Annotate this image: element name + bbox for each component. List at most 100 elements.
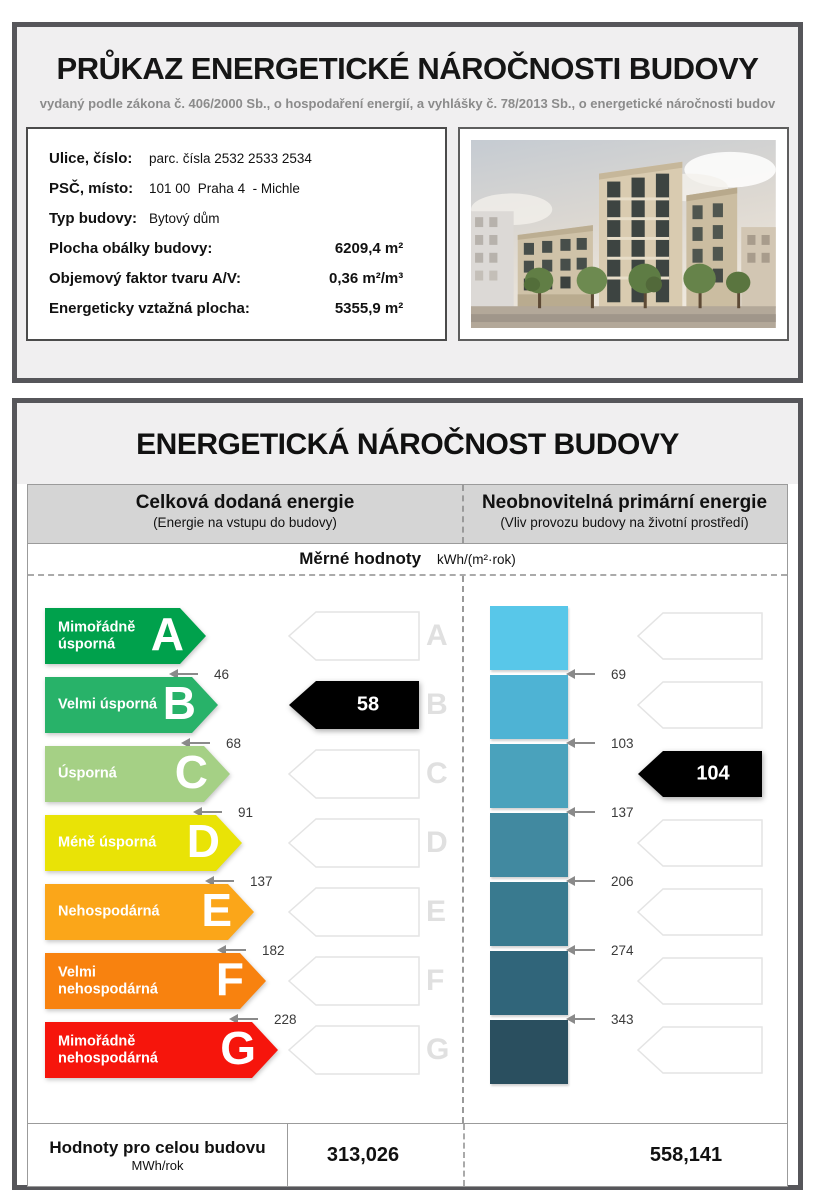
threshold-marker: 206 xyxy=(566,873,634,889)
scale-letter-E: E xyxy=(426,895,447,928)
threshold-value: 91 xyxy=(238,804,254,820)
threshold-marker: 343 xyxy=(566,1011,634,1027)
empty-slot xyxy=(288,749,420,799)
info-value: 5355,9 m² xyxy=(334,300,404,317)
threshold-value: 206 xyxy=(611,873,634,889)
column-header-delivered: Celková dodaná energie (Energie na vstup… xyxy=(135,492,355,530)
scale-letter-D: D xyxy=(426,826,448,859)
energy-class-arrow-D: Méně úsporná D xyxy=(45,815,242,871)
empty-slot xyxy=(637,1026,763,1074)
threshold-value: 68 xyxy=(226,735,242,751)
info-row: PSČ, místo: 101 00 Praha 4 - Michle xyxy=(49,180,433,197)
class-label: Velmi nehospodárná xyxy=(58,964,158,997)
left-arrow-icon xyxy=(566,738,595,748)
info-row: Energeticky vztažná plocha: 5355,9 m² xyxy=(49,300,433,317)
threshold-value: 69 xyxy=(611,666,627,682)
info-row: Objemový faktor tvaru A/V: 0,36 m²/m³ xyxy=(49,270,433,287)
column-divider xyxy=(462,485,464,543)
empty-slot xyxy=(288,1025,420,1075)
threshold-marker: 182 xyxy=(217,942,285,958)
primary-scale-square-F xyxy=(490,951,568,1015)
threshold-value: 343 xyxy=(611,1011,634,1027)
delivered-energy-value: 58 xyxy=(356,693,380,716)
energy-section-title: ENERGETICKÁ NÁROČNOST BUDOVY xyxy=(17,403,798,484)
primary-scale-square-D xyxy=(490,813,568,877)
primary-scale-square-E xyxy=(490,882,568,946)
empty-slot xyxy=(637,888,763,936)
class-letter: F xyxy=(215,952,244,1005)
threshold-marker: 68 xyxy=(181,735,242,751)
info-row: Typ budovy: Bytový dům xyxy=(49,210,433,227)
empty-slot xyxy=(288,818,420,868)
scale-letter-G: G xyxy=(426,1033,450,1066)
empty-slot xyxy=(637,612,763,660)
units-row: Měrné hodnoty kWh/(m²·rok) xyxy=(28,544,787,576)
scale-letter-C: C xyxy=(426,757,448,790)
totals-row: Hodnoty pro celou budovu MWh/rok 313,026… xyxy=(28,1123,787,1186)
info-label: Typ budovy: xyxy=(49,210,138,227)
class-label: Mimořádně úsporná xyxy=(58,619,136,652)
energy-class-arrow-G: Mimořádně nehospodárná G xyxy=(45,1022,278,1078)
info-row: Ulice, číslo: parc. čísla 2532 2533 2534 xyxy=(49,150,433,167)
class-label: Méně úsporná xyxy=(58,834,157,851)
threshold-value: 228 xyxy=(274,1011,297,1027)
threshold-marker: 274 xyxy=(566,943,634,958)
threshold-marker: 137 xyxy=(566,805,634,820)
threshold-marker: 69 xyxy=(566,666,627,682)
scale-letter-B: B xyxy=(426,688,448,721)
building-photo-frame xyxy=(458,127,789,341)
page-subtitle: vydaný podle zákona č. 406/2000 Sb., o h… xyxy=(39,96,776,111)
info-label: Objemový faktor tvaru A/V: xyxy=(49,270,241,287)
class-label: Mimořádně nehospodárná xyxy=(58,1033,158,1066)
empty-slot xyxy=(637,957,763,1005)
primary-energy-value: 104 xyxy=(696,762,730,785)
totals-label-cell: Hodnoty pro celou budovu MWh/rok xyxy=(28,1124,288,1186)
units-label: Měrné hodnoty xyxy=(299,549,422,568)
left-arrow-icon xyxy=(566,876,595,886)
threshold-value: 182 xyxy=(262,942,285,958)
empty-slot xyxy=(637,681,763,729)
left-arrow-icon xyxy=(566,1014,595,1024)
energy-class-arrow-B: Velmi úsporná B xyxy=(45,677,218,733)
left-arrow-icon xyxy=(229,1014,258,1024)
primary-scale-square-B xyxy=(490,675,568,739)
class-letter: A xyxy=(150,607,184,660)
total-delivered-value: 313,026 xyxy=(326,1143,400,1166)
info-label: Ulice, číslo: xyxy=(49,150,133,167)
info-value: parc. čísla 2532 2533 2534 xyxy=(149,151,312,166)
class-letter: C xyxy=(174,745,208,798)
threshold-marker: 103 xyxy=(566,735,634,751)
left-arrow-icon xyxy=(169,669,198,679)
building-info-table: Ulice, číslo: parc. čísla 2532 2533 2534 P… xyxy=(26,127,448,341)
delivered-energy-indicator: 58 xyxy=(288,680,420,730)
threshold-value: 103 xyxy=(611,735,634,751)
threshold-marker: 91 xyxy=(193,804,254,820)
empty-slot xyxy=(288,887,420,937)
left-arrow-icon xyxy=(566,807,595,817)
total-primary-value: 558,141 xyxy=(463,1124,787,1186)
page-title: PRŮKAZ ENERGETICKÉ NÁROČNOSTI BUDOVY xyxy=(56,51,759,86)
empty-slot xyxy=(288,956,420,1006)
left-arrow-icon xyxy=(205,876,234,886)
energy-class-arrow-E: Nehospodárná E xyxy=(45,884,254,940)
info-row: Plocha obálky budovy: 6209,4 m² xyxy=(49,240,433,257)
threshold-marker: 137 xyxy=(205,873,273,889)
energy-class-arrow-C: Úsporná C xyxy=(45,746,230,802)
class-letter: G xyxy=(220,1021,256,1074)
class-letter: B xyxy=(162,676,196,729)
primary-scale-square-A xyxy=(490,606,568,670)
info-label: Plocha obálky budovy: xyxy=(49,240,213,257)
units-value: kWh/(m²·rok) xyxy=(437,551,516,567)
class-label: Velmi úsporná xyxy=(58,696,158,713)
left-arrow-icon xyxy=(193,807,222,817)
left-arrow-icon xyxy=(566,945,595,955)
primary-scale-square-G xyxy=(490,1020,568,1084)
info-label: PSČ, místo: xyxy=(49,180,134,197)
threshold-value: 137 xyxy=(250,873,273,889)
left-arrow-icon xyxy=(181,738,210,748)
column-header-primary: Neobnovitelná primární energie (Vliv pro… xyxy=(481,492,768,530)
primary-scale-square-C xyxy=(490,744,568,808)
empty-slot xyxy=(288,611,420,661)
info-label: Energeticky vztažná plocha: xyxy=(49,300,250,317)
info-value: 6209,4 m² xyxy=(334,240,404,257)
